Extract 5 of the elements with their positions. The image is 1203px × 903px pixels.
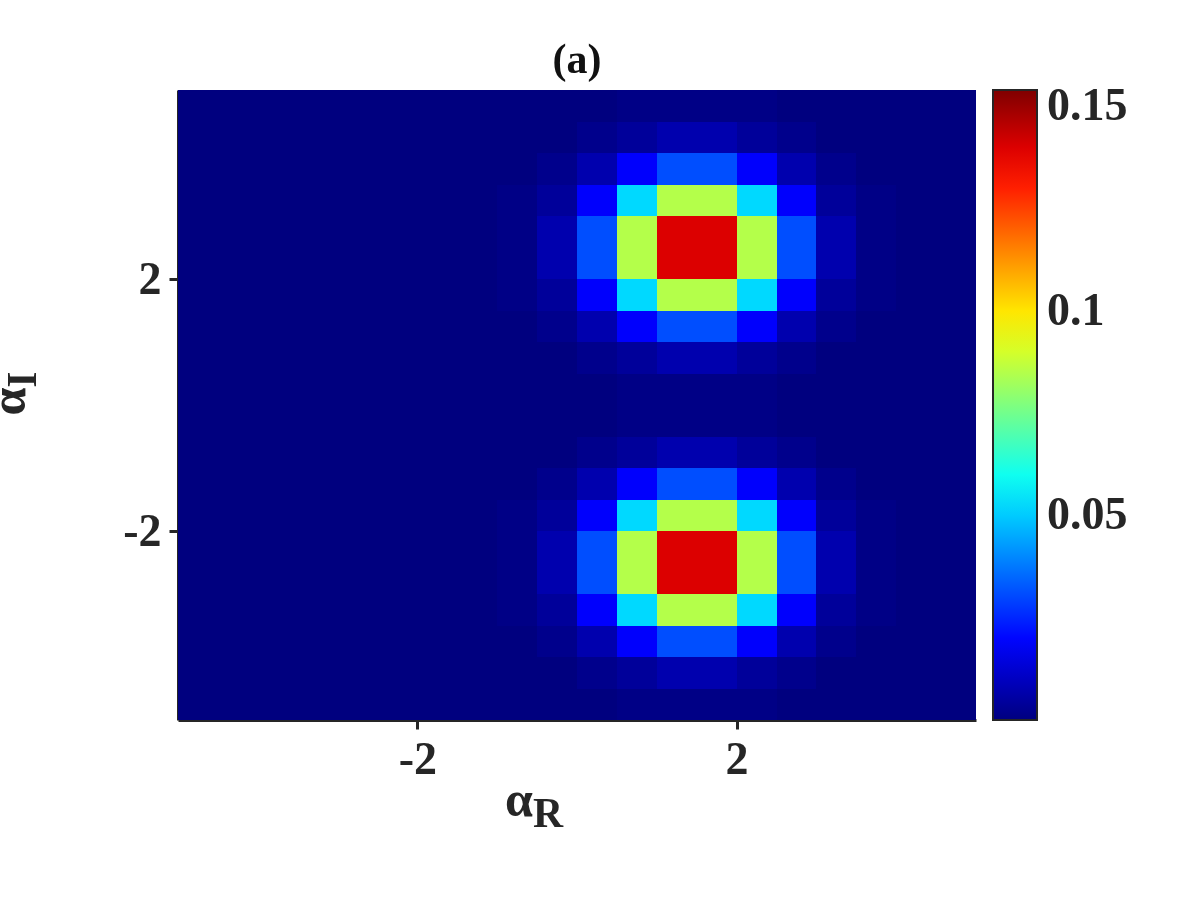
color-bar-label: 0.05 [1047,488,1128,540]
color-bar-label: 0.1 [1047,283,1105,335]
chart-title: (a) [552,36,602,83]
color-bar-label: 0.15 [1047,79,1128,131]
x-axis-title: α$_{R}$ [505,770,563,837]
